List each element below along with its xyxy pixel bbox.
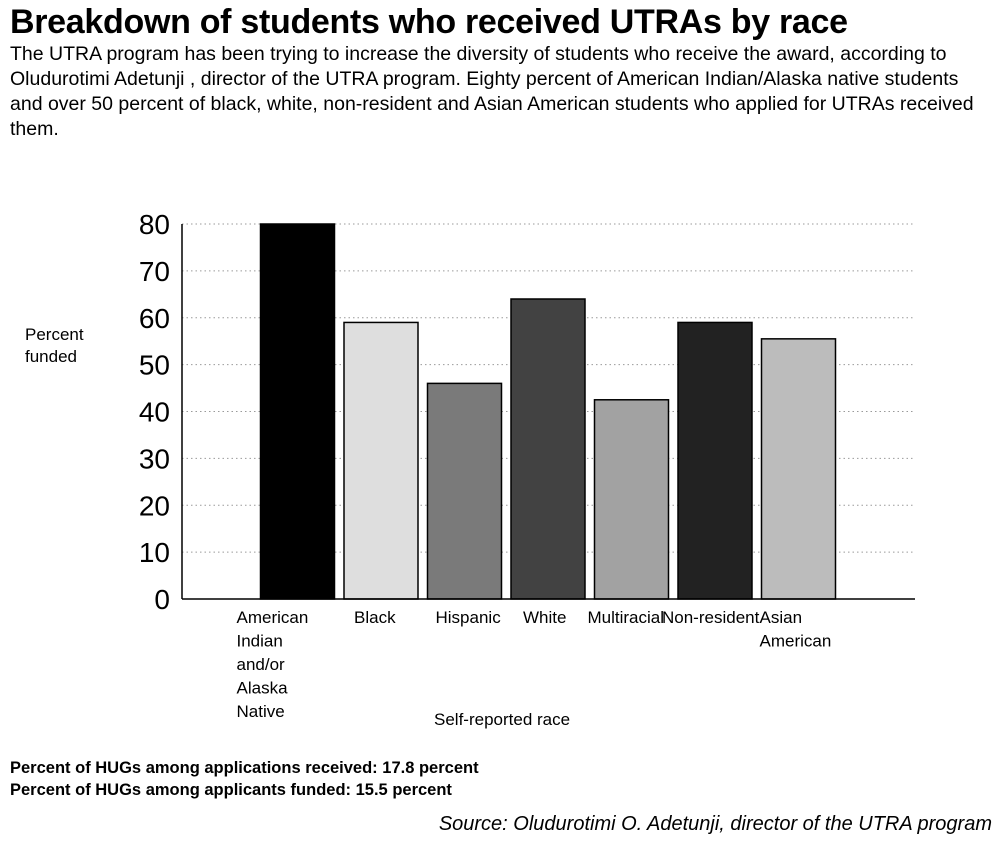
bar (426, 382, 503, 600)
x-category-label-line: White (523, 608, 566, 627)
bar (343, 321, 419, 600)
x-category-label-line: Asian (760, 608, 803, 627)
y-tick-label: 70 (139, 256, 170, 287)
note-applicants-funded: Percent of HUGs among applicants funded:… (10, 781, 452, 799)
y-tick-label: 0 (154, 584, 170, 615)
bar (677, 321, 753, 600)
x-category-label: Hispanic (436, 608, 502, 627)
y-tick-label: 60 (139, 303, 170, 334)
bar (510, 298, 586, 600)
x-category-label: American Indian and/or Alaska Native (237, 608, 309, 721)
x-axis-label: Self-reported race (434, 710, 570, 729)
x-category-label: Non-resident (662, 608, 760, 627)
x-category-label-line: Multiracial (588, 608, 665, 627)
x-category-label-line: Hispanic (436, 608, 502, 627)
x-category-label-line: Alaska (237, 679, 289, 698)
chart-title: Breakdown of students who received UTRAs… (10, 3, 848, 41)
y-tick-labels: 0 10 20 30 40 50 60 70 80 (139, 209, 170, 615)
x-category-label-line: Indian (237, 632, 283, 651)
x-category-label-line: Non-resident (662, 608, 760, 627)
bars (259, 223, 837, 600)
x-category-label-line: Native (237, 702, 285, 721)
y-axis-label-line: Percent (25, 325, 84, 344)
y-tick-label: 40 (139, 397, 170, 428)
x-category-label: Asian American (760, 608, 832, 651)
note-applications-received: Percent of HUGs among applications recei… (10, 759, 479, 777)
y-axis-label-line: funded (25, 347, 77, 366)
source-credit: Source: Oludurotimi O. Adetunji, directo… (438, 813, 992, 835)
y-tick-label: 20 (139, 490, 170, 521)
x-category-label: White (523, 608, 566, 627)
bar-chart: 0 10 20 30 40 50 60 70 80 American Indian and/or Al… (25, 209, 915, 729)
bar (593, 399, 670, 600)
y-tick-label: 80 (139, 209, 170, 240)
y-tick-label: 30 (139, 443, 170, 474)
chart-subtitle: The UTRA program has been trying to incr… (10, 43, 974, 140)
x-category-label-line: American (237, 608, 309, 627)
bar (259, 223, 336, 600)
x-category-label-line: and/or (237, 655, 286, 674)
x-category-label: Black (354, 608, 396, 627)
x-category-label-line: American (760, 632, 832, 651)
y-tick-label: 50 (139, 350, 170, 381)
y-tick-label: 10 (139, 537, 170, 568)
x-category-label: Multiracial (588, 608, 665, 627)
bar (760, 338, 837, 600)
x-category-label-line: Black (354, 608, 396, 627)
x-category-labels: American Indian and/or Alaska Native Black His… (237, 608, 832, 721)
y-axis-label: Percent funded (25, 325, 84, 366)
